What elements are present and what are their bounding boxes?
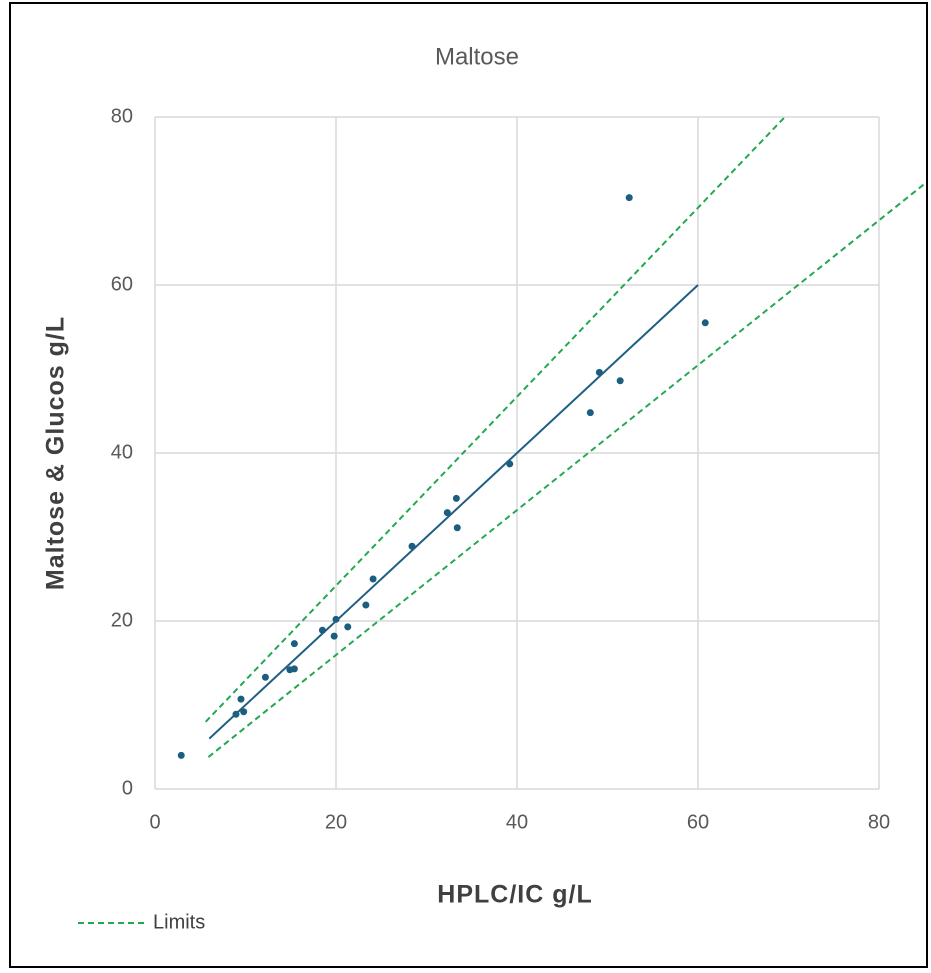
x-tick-label: 80 <box>868 811 890 833</box>
y-axis-title: Maltose & Glucos g/L <box>42 316 70 590</box>
point <box>586 409 594 417</box>
point <box>625 194 633 202</box>
point <box>261 673 269 681</box>
point <box>290 640 298 648</box>
x-tick-label: 60 <box>687 811 709 833</box>
point <box>362 601 370 609</box>
y-tick-label: 0 <box>122 777 133 799</box>
chart-title: Maltose <box>435 43 519 70</box>
point <box>240 708 248 716</box>
point <box>177 751 185 759</box>
point <box>453 524 461 532</box>
y-tick-label: 40 <box>111 441 133 463</box>
limit-line <box>207 182 926 758</box>
y-tick-label: 80 <box>111 105 133 127</box>
point <box>344 623 352 631</box>
point <box>330 632 338 640</box>
point <box>616 377 624 385</box>
x-tick-label: 0 <box>149 811 160 833</box>
y-tick-label: 60 <box>111 273 133 295</box>
point <box>332 615 340 623</box>
point <box>237 695 245 703</box>
x-axis-title: HPLC/IC g/L <box>437 881 592 909</box>
legend-label: Limits <box>153 911 205 933</box>
fit-line <box>208 284 699 740</box>
chart-frame <box>9 2 928 968</box>
point <box>290 665 298 673</box>
point <box>443 509 451 517</box>
point <box>369 575 377 583</box>
x-tick-label: 20 <box>325 811 347 833</box>
point <box>701 319 709 327</box>
point <box>452 494 460 502</box>
x-tick-label: 40 <box>506 811 528 833</box>
y-tick-label: 20 <box>111 609 133 631</box>
